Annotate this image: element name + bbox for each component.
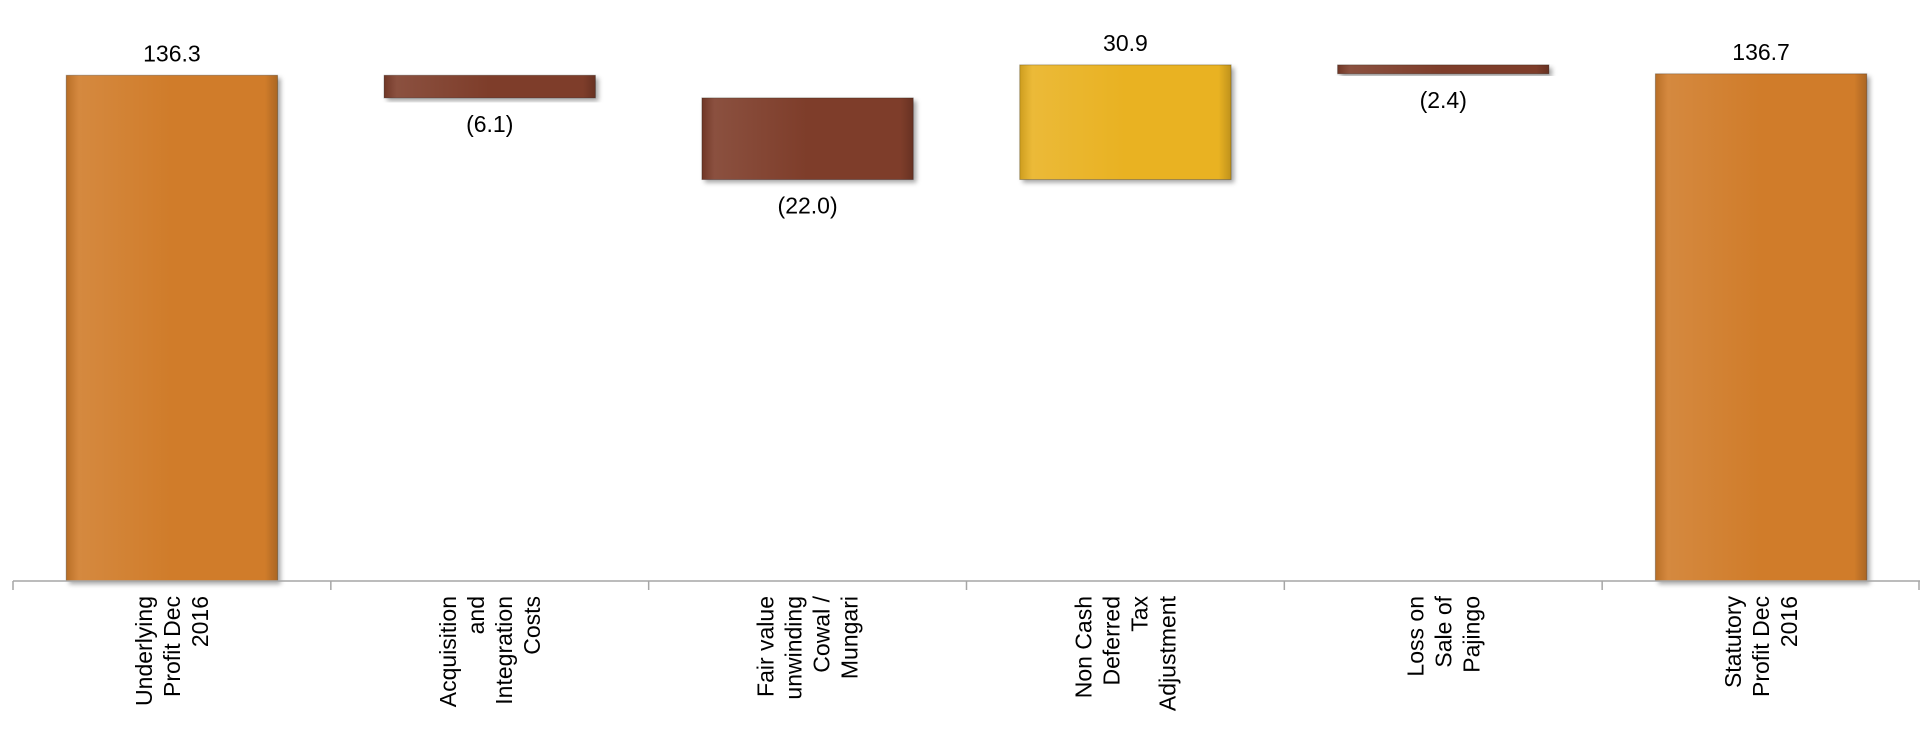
category-label-3: Fair value unwinding Cowal / Mungari — [753, 595, 863, 699]
bars-group — [65, 64, 1868, 582]
category-label-line: Costs — [519, 596, 545, 655]
bar-2-bevel — [384, 75, 596, 98]
x-axis — [12, 580, 1920, 590]
category-label-4: Non Cash Deferred Tax Adjustment — [1070, 595, 1180, 711]
category-label-line: Integration — [491, 596, 517, 705]
category-label-line: Mungari — [837, 596, 863, 679]
category-label-line: Acquisition — [435, 596, 461, 707]
bar-4-bevel — [1019, 64, 1232, 180]
category-labels-group: Underlying Profit Dec 2016 Acquisition and In… — [131, 595, 1802, 711]
category-label-line: Profit Dec — [1748, 596, 1774, 697]
category-label-line: and — [463, 596, 489, 634]
category-label-line: Adjustment — [1154, 595, 1180, 711]
category-label-5: Loss on Sale of Pajingo — [1402, 595, 1484, 676]
data-label-5: (2.4) — [1420, 87, 1467, 113]
data-label-2: (6.1) — [466, 111, 513, 137]
category-label-line: 2016 — [1776, 596, 1802, 647]
category-label-line: Profit Dec — [159, 596, 185, 697]
category-label-line: unwinding — [781, 596, 807, 700]
data-label-4: 30.9 — [1103, 30, 1148, 56]
category-label-2: Acquisition and Integration Costs — [435, 596, 545, 707]
bar-5-bevel — [1337, 64, 1549, 74]
bar-1-bevel — [66, 75, 278, 581]
data-label-6: 136.7 — [1732, 39, 1790, 65]
category-label-line: Statutory — [1720, 596, 1746, 689]
category-label-line: Deferred — [1098, 596, 1124, 685]
data-label-3: (22.0) — [778, 193, 838, 219]
category-label-6: Statutory Profit Dec 2016 — [1720, 596, 1802, 697]
category-label-line: Tax — [1126, 596, 1152, 632]
category-label-line: 2016 — [187, 596, 213, 647]
category-label-line: Loss on — [1402, 596, 1428, 677]
category-label-line: Sale of — [1430, 595, 1456, 667]
category-label-line: Cowal / — [809, 595, 835, 672]
data-label-1: 136.3 — [143, 40, 201, 66]
category-label-line: Pajingo — [1458, 596, 1484, 673]
bar-6-bevel — [1655, 73, 1867, 581]
value-labels-group: 136.3 (6.1) (22.0) 30.9 (2.4) 136.7 — [143, 30, 1790, 219]
category-label-line: Underlying — [131, 596, 157, 706]
category-label-1: Underlying Profit Dec 2016 — [131, 596, 213, 706]
category-label-line: Non Cash — [1070, 596, 1096, 698]
bar-3-bevel — [701, 97, 914, 180]
category-label-line: Fair value — [753, 596, 779, 697]
